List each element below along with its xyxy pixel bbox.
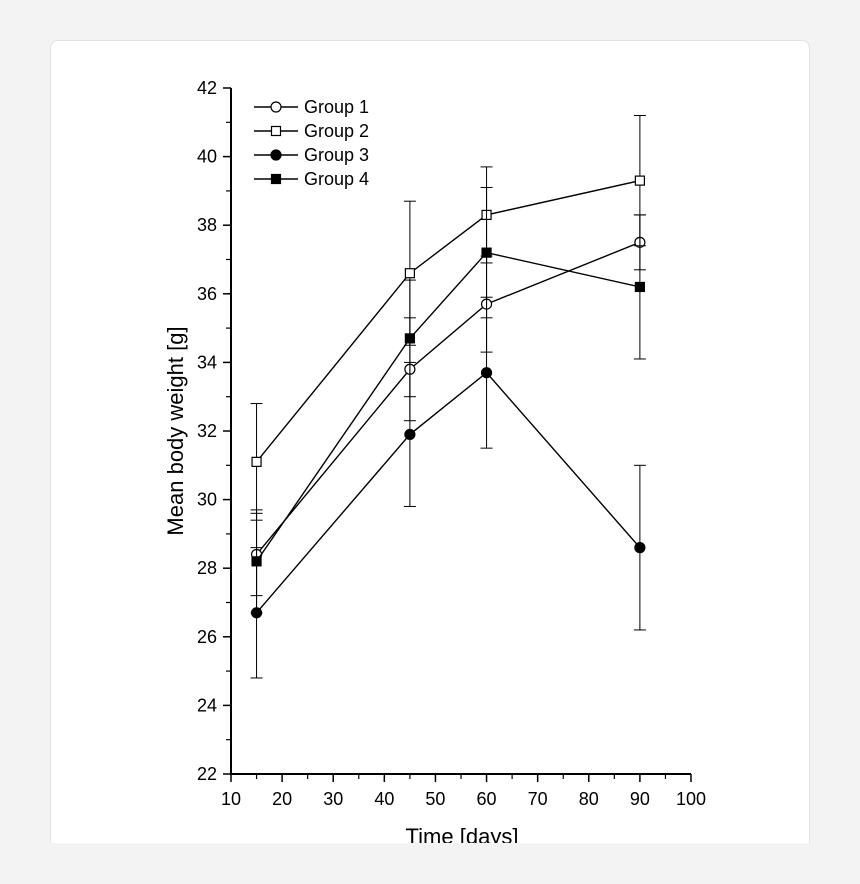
legend-marker xyxy=(270,101,282,113)
legend-item: Group 3 xyxy=(254,145,369,165)
axes: 10 20 30 40 50 60 70 80 90 100 22 24 26 28 30 32 34 36 38 4… xyxy=(197,78,706,809)
series-4 xyxy=(250,186,646,614)
y-tick-label: 38 xyxy=(197,215,217,235)
x-tick-label: 90 xyxy=(630,789,650,809)
data-point xyxy=(404,333,415,344)
data-point xyxy=(480,367,493,379)
y-tick-label: 36 xyxy=(197,284,217,304)
data-point xyxy=(404,428,416,441)
data-point xyxy=(634,542,646,554)
x-axis-label: Time [days] xyxy=(406,824,519,843)
series-line xyxy=(256,241,641,555)
x-tick-label: 10 xyxy=(221,789,241,809)
x-tick-label: 60 xyxy=(477,789,497,809)
y-tick-label: 28 xyxy=(197,558,217,578)
legend-item: Group 2 xyxy=(254,121,369,141)
legend-item: Group 1 xyxy=(254,97,369,117)
y-axis-label: Mean body weight [g] xyxy=(163,326,188,535)
legend-label: Group 3 xyxy=(304,145,369,165)
x-tick-label: 30 xyxy=(323,789,343,809)
legend-label: Group 2 xyxy=(304,121,369,141)
y-tick-label: 24 xyxy=(197,695,217,715)
legend-marker xyxy=(270,149,282,161)
legend-label: Group 1 xyxy=(304,97,369,117)
y-tick-label: 26 xyxy=(197,627,217,647)
data-point xyxy=(634,175,645,186)
x-tick-label: 20 xyxy=(272,789,292,809)
legend-marker xyxy=(270,125,282,137)
data-point xyxy=(481,247,492,258)
series-line xyxy=(256,371,641,614)
data-point xyxy=(251,456,262,467)
chart-card: 10 20 30 40 50 60 70 80 90 100 22 24 26 28 30 32 34 36 38 4… xyxy=(50,40,810,843)
data-point xyxy=(251,556,262,567)
series-layer xyxy=(250,114,646,679)
x-tick-label: 80 xyxy=(579,789,599,809)
x-tick-label: 70 xyxy=(528,789,548,809)
x-tick-label: 100 xyxy=(676,789,706,809)
data-point xyxy=(634,281,645,293)
y-tick-label: 34 xyxy=(197,352,217,372)
y-tick-label: 40 xyxy=(197,147,217,167)
legend-label: Group 4 xyxy=(304,169,369,189)
series-line xyxy=(256,179,641,463)
series-3 xyxy=(250,296,646,679)
legend-marker xyxy=(270,173,282,185)
x-tick-label: 50 xyxy=(425,789,445,809)
x-tick-label: 40 xyxy=(374,789,394,809)
y-tick-label: 22 xyxy=(197,764,217,784)
y-tick-label: 42 xyxy=(197,78,217,98)
data-point xyxy=(404,268,415,279)
legend: Group 1 Group 2 Group 3 Group 4 xyxy=(254,97,369,189)
y-tick-label: 32 xyxy=(197,421,217,441)
legend-item: Group 4 xyxy=(254,169,369,189)
series-line xyxy=(255,251,641,562)
series-1 xyxy=(250,214,646,597)
line-chart: 10 20 30 40 50 60 70 80 90 100 22 24 26 28 30 32 34 36 38 4… xyxy=(163,78,706,843)
y-tick-label: 30 xyxy=(197,490,217,510)
